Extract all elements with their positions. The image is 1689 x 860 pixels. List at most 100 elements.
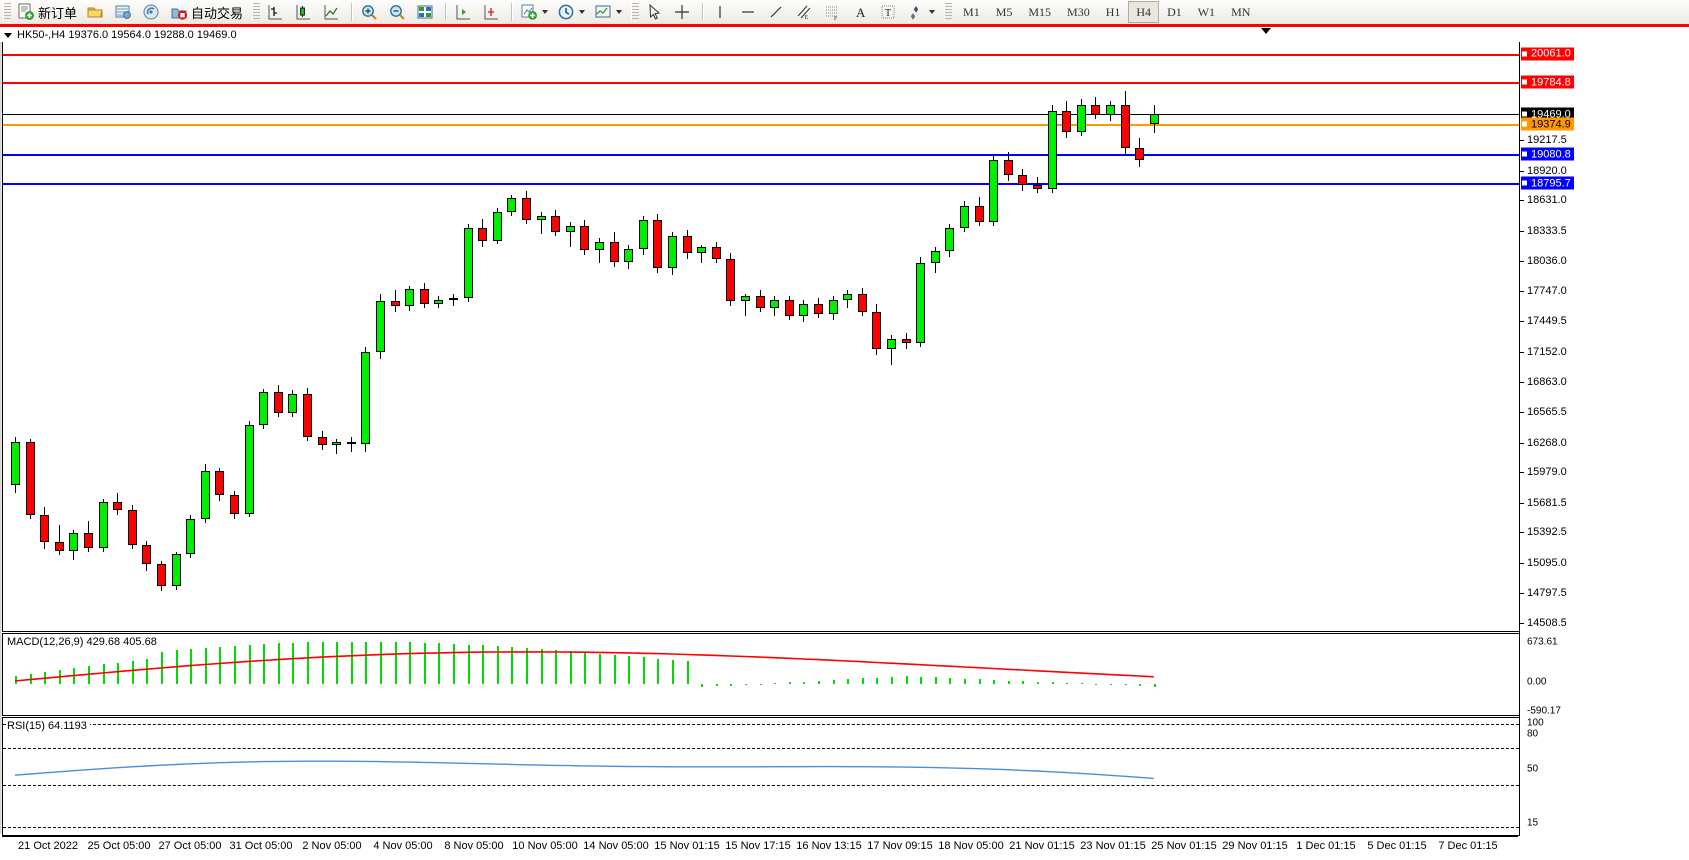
equidistant-channel-button[interactable]: E xyxy=(792,0,820,24)
indicators-caret-icon[interactable] xyxy=(616,10,623,14)
objects-button[interactable] xyxy=(904,0,941,24)
price-tag-support[interactable]: 18795.7 xyxy=(1521,176,1574,190)
period-button[interactable] xyxy=(554,0,591,24)
new-order-icon xyxy=(18,3,34,20)
level-handle[interactable] xyxy=(1522,111,1527,117)
macd-histogram-bar xyxy=(424,642,426,684)
level-handle[interactable] xyxy=(1522,121,1527,127)
price-plot[interactable] xyxy=(2,42,1520,632)
cursor-button[interactable] xyxy=(642,0,670,24)
time-scale[interactable]: 21 Oct 2022 25 Oct 05:00 27 Oct 05:00 31 Oc… xyxy=(2,836,1518,859)
bar-chart-button[interactable] xyxy=(263,0,291,24)
macd-histogram-bar xyxy=(497,646,499,684)
price-tag-support[interactable]: 19080.8 xyxy=(1521,147,1574,161)
timeframe-h1[interactable]: H1 xyxy=(1105,4,1121,19)
macd-histogram-bar xyxy=(1139,684,1141,686)
new-chart-button[interactable] xyxy=(517,0,554,24)
vertical-line-button[interactable] xyxy=(708,0,736,24)
macd-histogram-bar xyxy=(964,678,966,684)
level-line-resistance[interactable] xyxy=(3,82,1519,84)
timeframe-m1[interactable]: M1 xyxy=(963,4,980,19)
level-handle[interactable] xyxy=(1522,51,1527,57)
toolbar-grip[interactable] xyxy=(3,3,11,21)
price-tick xyxy=(1520,170,1524,172)
objects-caret-icon[interactable] xyxy=(929,10,936,14)
data-folder-button[interactable] xyxy=(83,0,111,24)
candle-body xyxy=(434,299,443,304)
level-handle[interactable] xyxy=(1522,180,1527,186)
text-label-button[interactable]: T xyxy=(876,0,904,24)
timeframe-m5[interactable]: M5 xyxy=(995,4,1013,19)
candle-body xyxy=(960,205,969,229)
macd-histogram-bar xyxy=(993,679,995,684)
crosshair-button[interactable] xyxy=(670,0,698,24)
timeframe-h4[interactable]: H4 xyxy=(1128,1,1160,23)
indicators-button[interactable] xyxy=(591,0,628,24)
level-line-resistance[interactable] xyxy=(3,53,1519,56)
time-tick-label: 21 Oct 2022 xyxy=(18,840,78,852)
candlestick-chart-button[interactable] xyxy=(291,0,319,24)
zoom-in-button[interactable] xyxy=(357,0,385,24)
text-label-icon: T xyxy=(881,5,895,19)
tile-windows-button[interactable] xyxy=(413,0,441,24)
level-line-last-price[interactable] xyxy=(3,114,1519,116)
left-scroll-grip[interactable] xyxy=(0,42,2,834)
line-chart-button[interactable] xyxy=(319,0,347,24)
chart-shift-button[interactable] xyxy=(451,0,479,24)
signals-button[interactable] xyxy=(139,0,167,24)
price-tag-resistance[interactable]: 19784.8 xyxy=(1521,75,1574,89)
chart-window: HK50-,H4 19376.0 19564.0 19288.0 19469.0… xyxy=(0,24,1689,860)
toolbar-grip-3[interactable] xyxy=(631,3,640,21)
price-tick-label: 18333.5 xyxy=(1527,224,1567,237)
timeframe-m30[interactable]: M30 xyxy=(1067,4,1090,19)
toolbar-grip-2[interactable] xyxy=(252,3,261,21)
trendline-button[interactable] xyxy=(764,0,792,24)
terminal-button[interactable] xyxy=(111,0,139,24)
time-tick-label: 16 Nov 13:15 xyxy=(796,840,862,852)
auto-scroll-button[interactable] xyxy=(479,0,507,24)
candle-body xyxy=(610,242,619,262)
level-line-support[interactable] xyxy=(3,154,1519,157)
timeframe-mn[interactable]: MN xyxy=(1231,4,1251,19)
fibonacci-button[interactable]: F xyxy=(820,0,848,24)
price-tick xyxy=(1520,593,1524,595)
level-handle[interactable] xyxy=(1522,151,1527,157)
candle-body xyxy=(493,211,502,242)
time-tick-label: 17 Nov 09:15 xyxy=(867,840,933,852)
fibonacci-icon: F xyxy=(826,6,838,21)
chart-menu-caret-icon[interactable] xyxy=(4,32,12,38)
time-tick-label: 1 Dec 01:15 xyxy=(1296,840,1356,852)
timeframe-m15[interactable]: M15 xyxy=(1028,4,1052,19)
text-button[interactable]: A xyxy=(848,0,876,24)
svg-text:F: F xyxy=(834,16,838,21)
zoom-out-button[interactable] xyxy=(385,0,413,24)
macd-scale-label: 673.61 xyxy=(1527,636,1558,648)
macd-histogram-bar xyxy=(949,678,951,684)
rsi-level-80 xyxy=(3,748,1519,750)
period-caret-icon[interactable] xyxy=(579,10,586,14)
price-scale[interactable]: 20061.0 19784.8 19469.0 19374.9 19217.5 19080… xyxy=(1519,42,1688,834)
toolbar-grip-4[interactable] xyxy=(944,3,953,21)
new-order-button[interactable]: 新订单 xyxy=(14,0,83,24)
macd-pane[interactable]: MACD(12,26,9) 429.68 405.68 xyxy=(2,633,1520,716)
price-tag-resistance[interactable]: 20061.0 xyxy=(1521,47,1574,61)
price-tag-pending-order[interactable]: 19374.9 xyxy=(1521,117,1574,131)
macd-histogram-bar xyxy=(322,641,324,684)
level-line-pending-order[interactable] xyxy=(3,124,1519,127)
auto-trading-button[interactable]: 自动交易 xyxy=(167,0,249,24)
timeframe-w1[interactable]: W1 xyxy=(1197,4,1216,19)
time-tick-label: 31 Oct 05:00 xyxy=(229,840,293,852)
level-handle[interactable] xyxy=(1522,79,1527,85)
price-tick-label: 18631.0 xyxy=(1527,194,1567,207)
tile-windows-icon xyxy=(417,5,433,19)
macd-histogram-bar xyxy=(584,652,586,684)
level-line-support[interactable] xyxy=(3,183,1519,186)
rsi-pane[interactable]: RSI(15) 64.1193 xyxy=(2,717,1520,836)
auto-trading-label: 自动交易 xyxy=(191,6,244,22)
new-chart-caret-icon[interactable] xyxy=(542,10,549,14)
horizontal-line-icon xyxy=(742,11,755,13)
timeframe-d1[interactable]: D1 xyxy=(1167,4,1182,19)
candle-body xyxy=(230,494,239,515)
horizontal-line-button[interactable] xyxy=(736,0,764,24)
candle-body xyxy=(741,295,750,301)
